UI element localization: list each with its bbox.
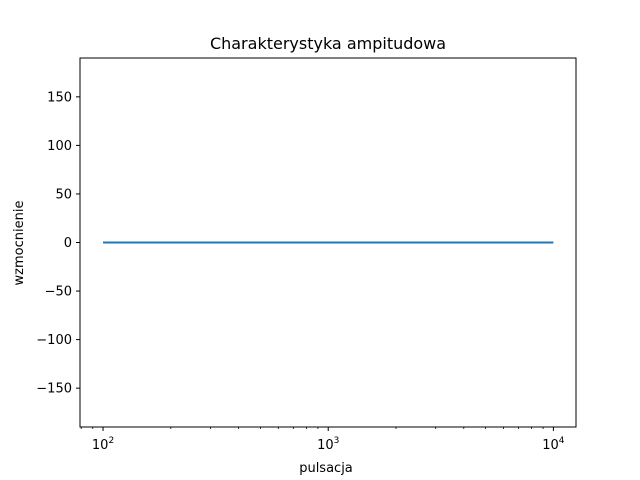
y-tick-label-3: 0 [64,236,72,251]
plot-area: 150 100 50 0 −50 −100 −150 102 103 104 [36,57,577,453]
y-tick-label-5: −100 [36,333,72,348]
y-tick-label-4: −50 [45,285,72,300]
y-tick-label-0: 150 [47,90,72,105]
x-tick-label-0: 102 [92,436,114,453]
x-tick-label-2: 104 [542,436,565,453]
x-axis-label: pulsacja [299,461,353,476]
y-axis-label: wzmocnienie [12,201,27,286]
x-tick-label-1: 103 [317,436,339,453]
y-tick-label-1: 100 [47,139,72,154]
chart-title: Charakterystyka ampitudowa [210,34,446,53]
y-tick-label-2: 50 [55,187,72,202]
y-tick-label-6: −150 [36,382,72,397]
